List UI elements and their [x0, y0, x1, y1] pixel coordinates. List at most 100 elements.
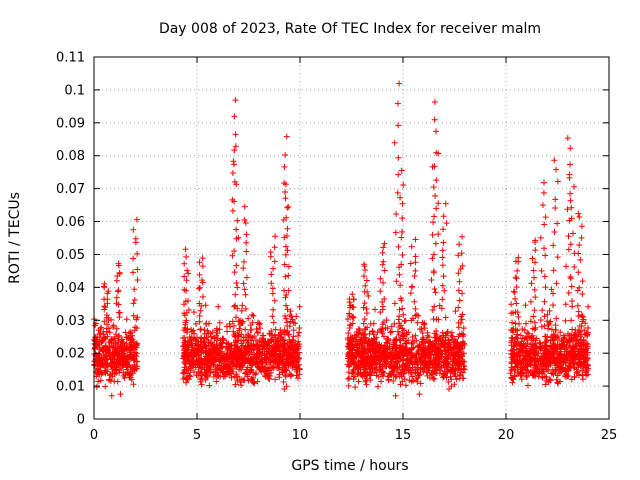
data-point — [207, 369, 214, 376]
data-point — [283, 383, 290, 390]
data-point — [230, 158, 237, 165]
data-point — [530, 267, 537, 274]
data-point — [567, 197, 574, 204]
data-point — [106, 377, 113, 384]
data-point — [509, 327, 516, 334]
data-point — [441, 287, 448, 294]
data-point — [231, 303, 238, 310]
data-point — [380, 258, 387, 265]
data-point — [399, 215, 406, 222]
data-point — [514, 364, 521, 371]
data-point — [285, 331, 292, 338]
data-point — [203, 345, 210, 352]
data-point — [129, 269, 136, 276]
data-point — [196, 300, 203, 307]
data-point — [283, 315, 290, 322]
data-point — [281, 348, 288, 355]
data-point — [419, 329, 426, 336]
data-point — [282, 181, 289, 188]
data-point — [439, 296, 446, 303]
data-point — [546, 376, 553, 383]
data-point — [229, 169, 236, 176]
data-point — [361, 362, 368, 369]
data-point — [573, 342, 580, 349]
x-axis-ticks: 0 5 10 15 20 25 — [90, 57, 617, 443]
data-point — [543, 377, 550, 384]
data-point — [459, 338, 466, 345]
data-point — [112, 339, 119, 346]
data-point — [429, 231, 436, 238]
data-point — [541, 245, 548, 252]
data-point — [245, 337, 252, 344]
data-point — [361, 370, 368, 377]
data-point — [448, 329, 455, 336]
data-point — [565, 246, 572, 253]
data-point — [287, 308, 294, 315]
data-point — [451, 371, 458, 378]
data-point — [536, 339, 543, 346]
data-point — [553, 280, 560, 287]
data-point — [346, 310, 353, 317]
data-point — [199, 360, 206, 367]
data-point — [134, 314, 141, 321]
data-point — [402, 382, 409, 389]
data-point — [269, 364, 276, 371]
data-point — [185, 270, 192, 277]
data-point — [431, 364, 438, 371]
data-point — [570, 230, 577, 237]
data-point — [568, 349, 575, 356]
data-point — [131, 344, 138, 351]
data-point — [282, 273, 289, 280]
data-point — [445, 378, 452, 385]
data-point — [233, 338, 240, 345]
data-point — [248, 326, 255, 333]
data-point — [395, 122, 402, 129]
data-point — [115, 360, 122, 367]
data-point — [119, 336, 126, 343]
data-point — [101, 354, 108, 361]
data-point — [285, 203, 292, 210]
data-point — [413, 375, 420, 382]
data-point — [532, 358, 539, 365]
data-point — [349, 313, 356, 320]
data-point — [553, 376, 560, 383]
data-point — [395, 171, 402, 178]
data-point — [253, 370, 260, 377]
data-point — [357, 350, 364, 357]
data-point — [551, 157, 558, 164]
data-point — [579, 314, 586, 321]
data-point — [242, 291, 249, 298]
data-point — [554, 380, 561, 387]
data-point — [563, 263, 570, 270]
data-point — [362, 326, 369, 333]
data-point — [548, 286, 555, 293]
data-point — [559, 341, 566, 348]
data-point — [122, 359, 129, 366]
data-point — [429, 340, 436, 347]
data-point — [99, 337, 106, 344]
data-point — [460, 363, 467, 370]
data-point — [231, 373, 238, 380]
data-point — [574, 287, 581, 294]
data-point — [380, 244, 387, 251]
data-point — [281, 163, 288, 170]
data-point — [576, 241, 583, 248]
data-point — [252, 360, 259, 367]
data-point — [444, 347, 451, 354]
data-point — [255, 353, 262, 360]
data-point — [258, 341, 265, 348]
data-point — [518, 369, 525, 376]
data-point — [558, 357, 565, 364]
data-point — [233, 347, 240, 354]
data-point — [361, 345, 368, 352]
data-point — [251, 380, 258, 387]
data-point — [127, 347, 134, 354]
y-tick-label: 0.07 — [56, 182, 85, 197]
data-point — [574, 336, 581, 343]
data-point — [273, 338, 280, 345]
data-point — [360, 320, 367, 327]
data-point — [116, 332, 123, 339]
data-point — [433, 177, 440, 184]
data-point — [569, 326, 576, 333]
data-point — [210, 362, 217, 369]
